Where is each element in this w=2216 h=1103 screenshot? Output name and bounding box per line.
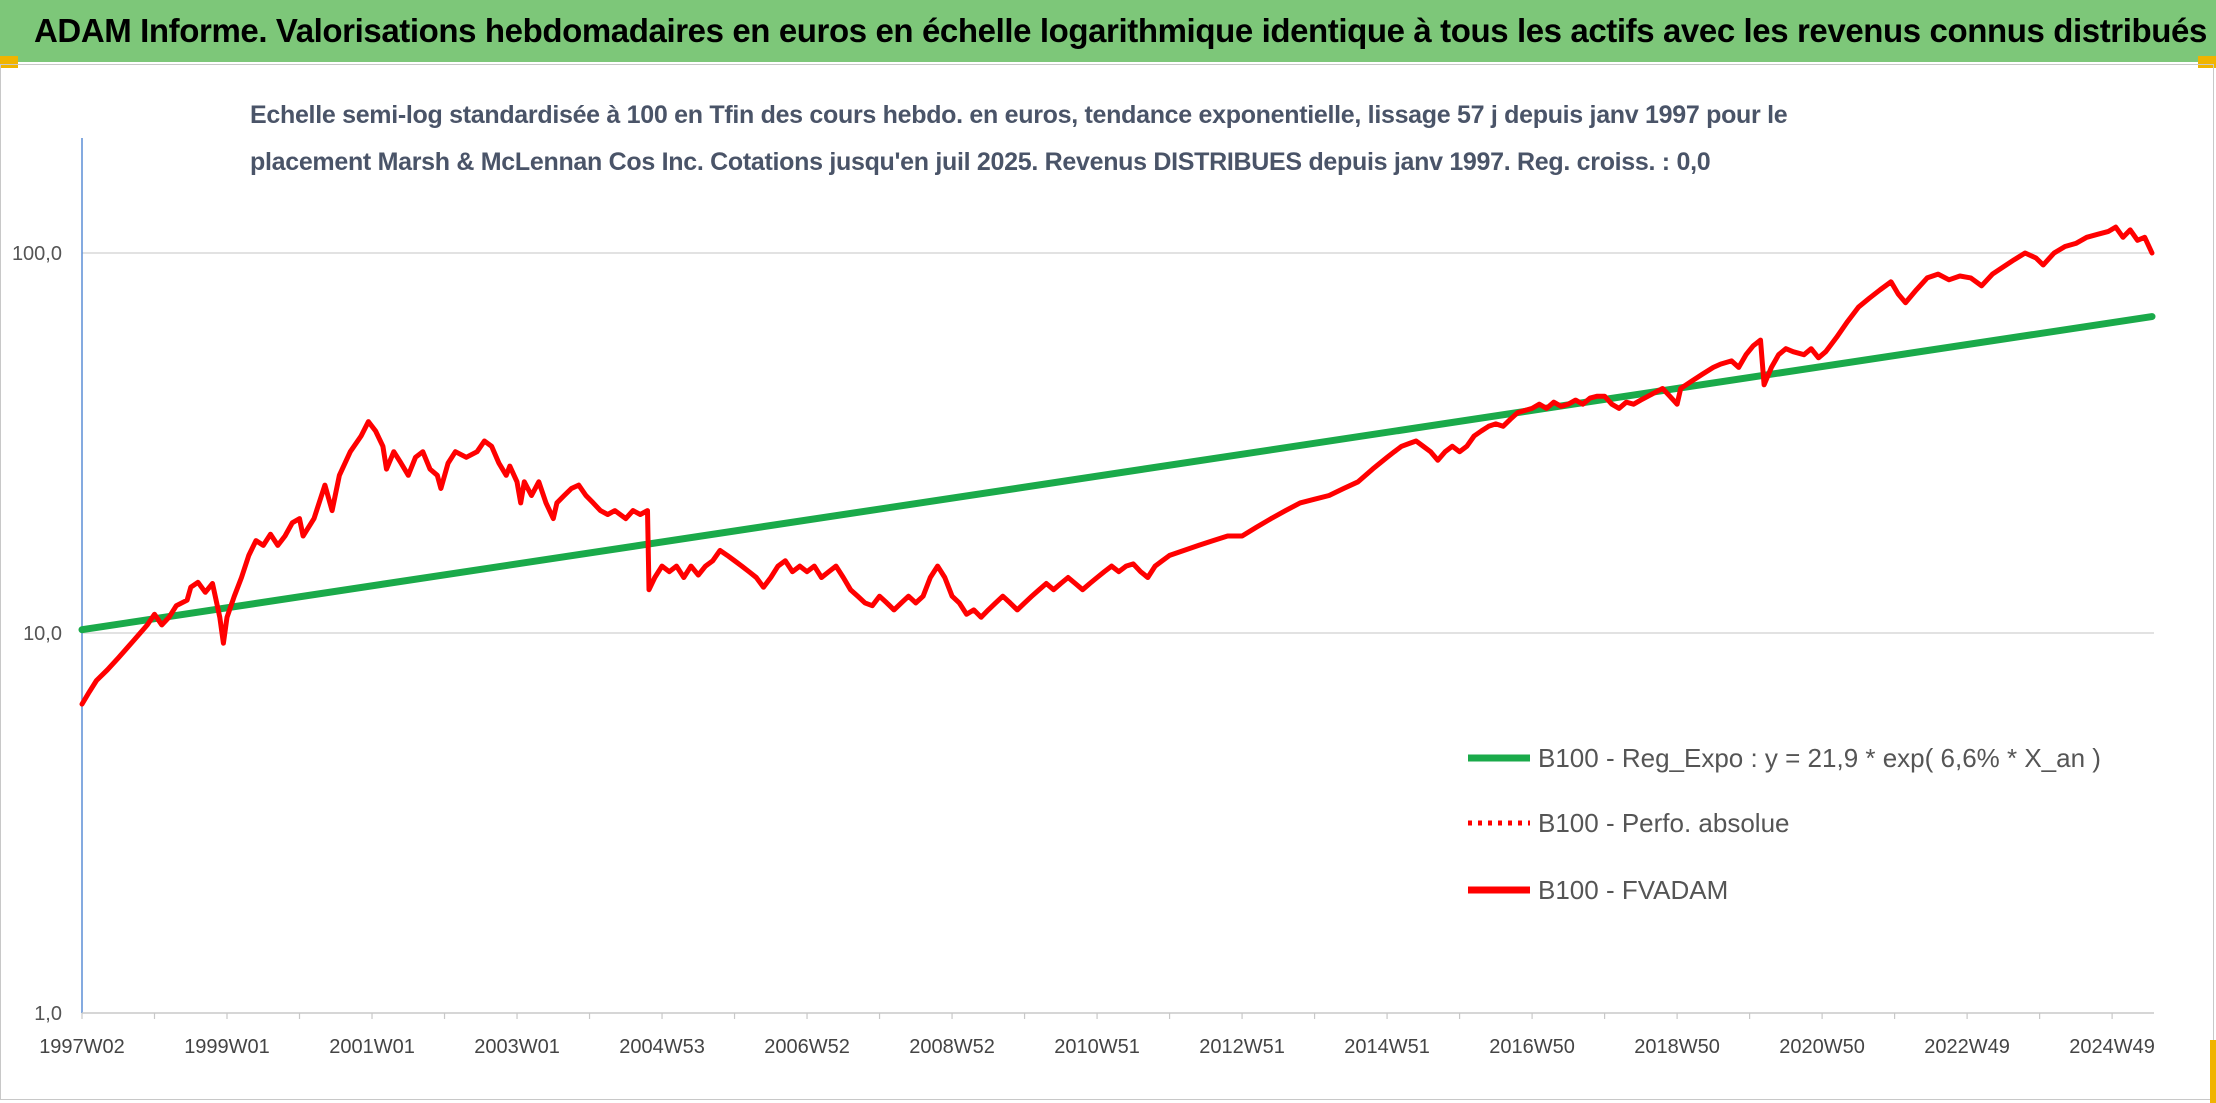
y-tick-label-1: 10,0 bbox=[23, 623, 62, 645]
x-tick-label-14: 2024W49 bbox=[2069, 1036, 2155, 1058]
x-tick-label-4: 2004W53 bbox=[619, 1036, 705, 1058]
chart-title: Echelle semi-log standardisée à 100 en T… bbox=[250, 92, 1788, 186]
report-header: ADAM Informe. Valorisations hebdomadaire… bbox=[0, 0, 2216, 62]
grid-layer bbox=[82, 252, 2154, 634]
report-title: ADAM Informe. Valorisations hebdomadaire… bbox=[34, 12, 2207, 49]
x-tick-label-11: 2018W50 bbox=[1634, 1036, 1720, 1058]
x-tick-label-9: 2014W51 bbox=[1344, 1036, 1430, 1058]
chart-title-line-2: placement Marsh & McLennan Cos Inc. Cota… bbox=[250, 148, 1711, 176]
x-tick-label-3: 2003W01 bbox=[474, 1036, 560, 1058]
x-tick-label-7: 2010W51 bbox=[1054, 1036, 1140, 1058]
corner-accent-left bbox=[0, 56, 18, 68]
legend-label-1: B100 - Perfo. absolue bbox=[1538, 808, 1790, 838]
edge-accent bbox=[2210, 1040, 2216, 1103]
y-tick-label-2: 100,0 bbox=[12, 243, 62, 265]
series-line-0 bbox=[78, 313, 2156, 634]
legend-label-0: B100 - Reg_Expo : y = 21,9 * exp( 6,6% *… bbox=[1538, 743, 2101, 773]
x-tick-label-2: 2001W01 bbox=[329, 1036, 415, 1058]
legend: B100 - Reg_Expo : y = 21,9 * exp( 6,6% *… bbox=[1468, 743, 2101, 905]
chart-title-line-1: Echelle semi-log standardisée à 100 en T… bbox=[250, 101, 1788, 129]
x-tick-label-8: 2012W51 bbox=[1199, 1036, 1285, 1058]
x-tick-label-10: 2016W50 bbox=[1489, 1036, 1575, 1058]
x-tick-label-0: 1997W02 bbox=[39, 1036, 125, 1058]
corner-accent-right bbox=[2198, 56, 2216, 68]
x-tick-label-5: 2006W52 bbox=[764, 1036, 850, 1058]
x-tick-label-1: 1999W01 bbox=[184, 1036, 270, 1058]
x-tick-label-12: 2020W50 bbox=[1779, 1036, 1865, 1058]
legend-label-2: B100 - FVADAM bbox=[1538, 875, 1728, 905]
chart-frame bbox=[0, 64, 2214, 1100]
series-layer bbox=[78, 224, 2156, 707]
series-line-2 bbox=[79, 224, 2155, 707]
y-tick-label-0: 1,0 bbox=[34, 1003, 62, 1025]
axis-layer: 1,0 10,0 100,0 1997W02 1999W01 2001W01 2003W01… bbox=[12, 138, 2155, 1058]
x-tick-label-6: 2008W52 bbox=[909, 1036, 995, 1058]
x-tick-label-13: 2022W49 bbox=[1924, 1036, 2010, 1058]
